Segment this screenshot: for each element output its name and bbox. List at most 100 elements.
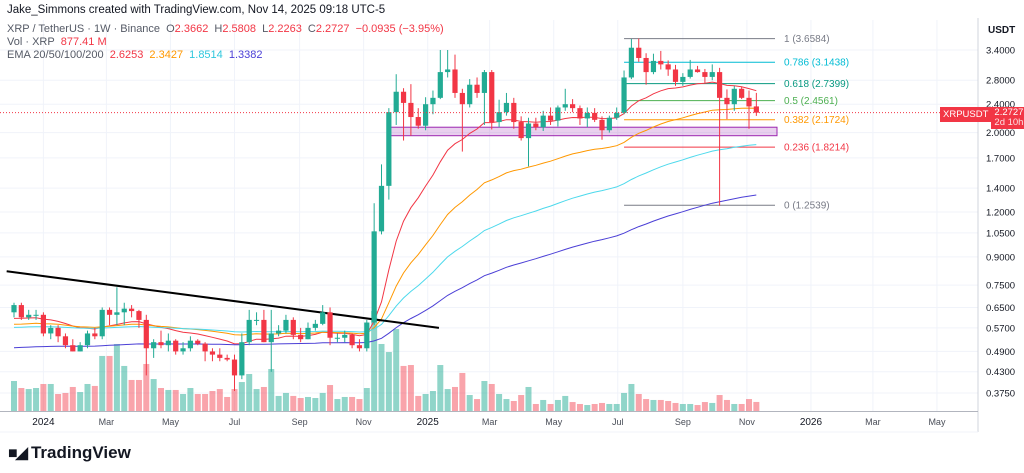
candle xyxy=(562,88,568,111)
candle xyxy=(496,99,502,128)
candle-body xyxy=(570,104,576,109)
candle xyxy=(724,89,730,120)
tradingview-logo[interactable]: ■◢ TradingView xyxy=(8,443,131,463)
candle-body xyxy=(62,336,69,346)
candle-body xyxy=(731,88,737,105)
candle-body xyxy=(106,309,113,315)
volume-legend[interactable]: Vol · XRP 877.41 M xyxy=(7,36,110,48)
candle-body xyxy=(496,112,502,123)
volume-bar xyxy=(481,381,488,411)
candle-body xyxy=(253,319,260,321)
candle-body xyxy=(525,123,532,139)
time-tick-label: Jul xyxy=(229,417,241,427)
volume-bar xyxy=(113,343,120,411)
ema-100-line xyxy=(13,144,757,333)
volume-bar xyxy=(341,396,348,411)
candle xyxy=(187,336,193,352)
volume-bar xyxy=(40,383,47,411)
candle xyxy=(151,339,157,358)
volume-bar xyxy=(385,352,392,411)
candle-body xyxy=(533,123,539,128)
trendline xyxy=(6,270,440,329)
logo-text: TradingView xyxy=(30,443,131,462)
candle-body xyxy=(77,345,83,352)
candle-body xyxy=(334,337,340,339)
volume-bar xyxy=(33,388,40,411)
candle-body xyxy=(114,312,120,315)
volume-bar xyxy=(194,393,201,411)
candle xyxy=(643,53,649,85)
candle xyxy=(408,84,414,136)
candle xyxy=(114,287,120,326)
volume-bar xyxy=(106,355,113,411)
price-tick-label: 3.4000 xyxy=(986,46,1015,57)
close-value: 2.2727 xyxy=(315,23,350,35)
candle xyxy=(290,317,296,340)
candle xyxy=(672,64,679,86)
volume-bar xyxy=(738,403,745,411)
volume-bar xyxy=(525,386,532,411)
open-value: 2.3662 xyxy=(174,23,209,35)
volume-bar xyxy=(694,405,701,411)
candle-body xyxy=(540,115,546,128)
candle-body xyxy=(709,72,715,77)
candle xyxy=(680,73,686,86)
candle xyxy=(202,342,208,362)
candle-body xyxy=(739,88,745,98)
candle xyxy=(665,60,671,76)
time-tick-label: Mar xyxy=(482,417,498,427)
time-tick-label: 2024 xyxy=(32,417,55,428)
price-tick-label: 0.4300 xyxy=(986,367,1015,378)
volume-bar xyxy=(165,389,172,411)
candle-body xyxy=(503,102,510,113)
volume-bar xyxy=(613,403,620,411)
candle xyxy=(628,38,634,80)
symbol-info[interactable]: XRP / TetherUS · 1W · Binance xyxy=(7,23,161,35)
candle xyxy=(371,203,377,326)
candle-body xyxy=(650,60,657,73)
candle-body xyxy=(48,327,54,334)
volume-bar xyxy=(554,399,561,411)
candle-body xyxy=(151,342,157,349)
volume-bar xyxy=(99,355,106,411)
candle xyxy=(533,117,539,131)
time-tick-label: Nov xyxy=(356,417,373,427)
candle xyxy=(231,354,238,391)
ema-legend[interactable]: EMA 20/50/100/200 2.6253 2.3427 1.8514 1… xyxy=(7,49,266,61)
candle xyxy=(77,342,83,352)
volume-bar xyxy=(11,381,17,411)
candle xyxy=(592,108,598,123)
candle xyxy=(474,77,480,98)
volume-bar xyxy=(47,383,54,411)
candle-body xyxy=(195,340,201,344)
ema-50-line xyxy=(13,107,757,336)
candle-body xyxy=(481,72,487,93)
candle xyxy=(731,85,737,111)
candle-body xyxy=(70,345,76,352)
price-tick-label: 2.4000 xyxy=(986,100,1015,111)
volume-bar xyxy=(25,389,32,411)
candle xyxy=(55,325,61,343)
currency-label[interactable]: USDT xyxy=(988,25,1016,36)
candle xyxy=(577,105,583,125)
ema20-value: 2.6253 xyxy=(109,49,144,61)
volume-bar xyxy=(753,401,760,411)
symbol-legend: XRP / TetherUS · 1W · Binance O2.3662 H2… xyxy=(7,23,447,35)
candle xyxy=(92,327,98,340)
volume-bar xyxy=(621,392,628,411)
candle xyxy=(305,322,311,340)
candle xyxy=(658,50,664,70)
candle xyxy=(739,86,745,100)
candle-body xyxy=(459,92,465,105)
candle-body xyxy=(312,323,318,328)
time-tick-label: 2025 xyxy=(417,417,440,428)
volume-bar xyxy=(562,395,569,411)
candle-body xyxy=(474,84,480,93)
volume-bar xyxy=(400,365,407,411)
volume-bar xyxy=(591,403,598,411)
volume-bar xyxy=(143,363,150,411)
volume-bar xyxy=(488,383,495,411)
volume-bar xyxy=(687,403,694,411)
candle-body xyxy=(717,72,723,98)
